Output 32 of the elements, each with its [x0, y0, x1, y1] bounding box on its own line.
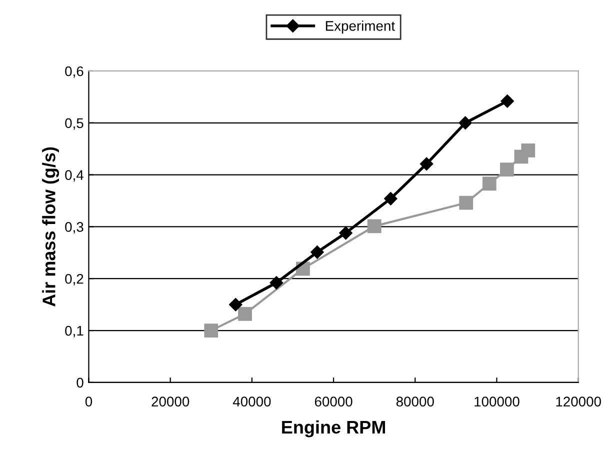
x-tick-label: 0 [85, 396, 92, 407]
y-tick-label: 0,2 [65, 274, 84, 286]
point [204, 324, 218, 338]
y-axis-title: Air mass flow (g/s) [42, 147, 60, 307]
point [482, 176, 496, 191]
point [367, 219, 382, 234]
point [459, 196, 474, 210]
point [238, 306, 252, 321]
point [458, 116, 472, 130]
y-tick-label: 0,3 [65, 222, 84, 234]
point [339, 226, 352, 240]
point [384, 192, 398, 206]
x-tick-label: 20000 [152, 396, 190, 407]
point [500, 162, 514, 177]
y-tick-label: 0,1 [65, 326, 84, 338]
y-tick-label: 0 [76, 378, 84, 388]
x-tick-label: 100000 [474, 396, 520, 407]
point [420, 157, 434, 170]
y-tick-label: 0,5 [65, 118, 84, 130]
y-tick-label: 0,6 [65, 66, 84, 78]
point [310, 246, 324, 259]
point [500, 94, 514, 108]
legend-label: Experiment [326, 20, 395, 34]
x-tick-label: 40000 [232, 396, 271, 407]
x-tick-label: 60000 [314, 396, 352, 407]
x-tick-label: 120000 [556, 396, 601, 407]
y-tick-label: 0,4 [65, 170, 84, 182]
x-tick-label: 80000 [396, 396, 434, 407]
point [270, 276, 284, 290]
point [229, 298, 242, 312]
point [521, 143, 536, 158]
x-axis-title: Engine RPM [282, 420, 385, 438]
